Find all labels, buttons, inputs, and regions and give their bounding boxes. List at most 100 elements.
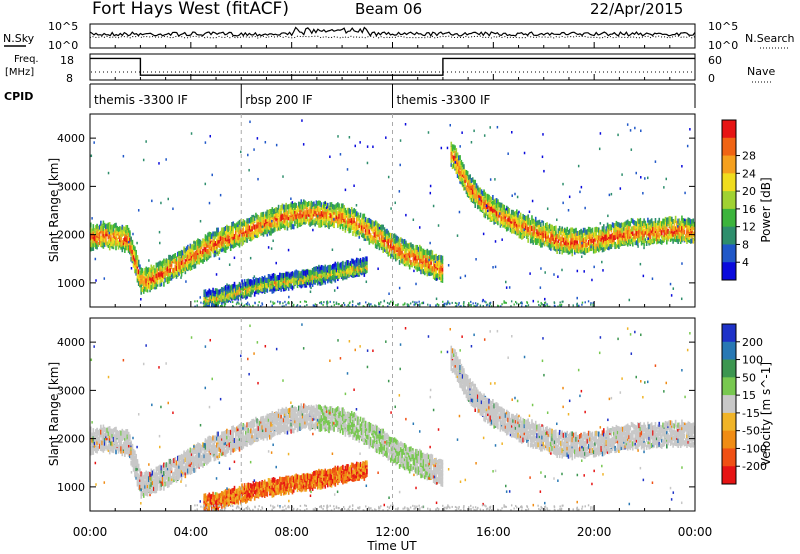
power-echo-cell [272,273,275,279]
power-echo-cell [659,239,662,245]
power-echo-cell [149,267,151,273]
power-echo-cell [246,237,248,243]
power-echo-cell [687,232,690,238]
power-echo-cell [337,265,339,271]
power-echo-cell [256,217,258,223]
power-echo-cell [124,247,126,253]
power-echo-cell [150,272,153,278]
power-echo-cell [581,230,584,236]
power-echo-cell [623,240,625,246]
power-echo-cell [674,237,677,243]
power-echo-cell [237,238,240,244]
power-echo-cell [301,212,304,218]
power-echo-cell [567,229,570,235]
power-echo-cell [424,253,426,259]
power-echo-cell [192,255,194,261]
power-echo-cell [187,253,189,259]
power-echo-cell [311,281,314,287]
power-echo-cell [258,216,261,222]
power-echo-cell [197,258,199,264]
power-echo-cell [597,242,600,248]
power-echo-cell [328,216,330,222]
power-echo-cell [358,231,361,237]
power-echo-cell [228,286,231,292]
power-echo-cell [268,209,271,215]
power-echo-cell [243,290,246,296]
power-echo-cell [141,268,144,274]
power-ground-cell [203,305,205,307]
power-echo-cell [658,224,661,230]
power-echo-cell [687,223,690,229]
power-echo-cell [310,220,313,226]
power-echo-cell [672,225,674,231]
power-echo-cell [286,204,289,210]
power-echo-cell [203,254,206,260]
power-echo-cell [461,180,464,186]
power-echo-cell [115,235,117,241]
power-echo-cell [493,219,495,225]
power-echo-cell [674,215,677,221]
power-echo-cell [219,243,222,249]
power-echo-cell [528,224,531,230]
power-echo-cell [541,242,543,248]
power-echo-cell [678,218,681,224]
power-echo-cell [426,262,429,268]
power-echo-cell [169,270,172,276]
power-echo-cell [339,219,342,225]
power-echo-cell [624,227,627,233]
power-echo-cell [234,291,237,297]
power-echo-cell [200,244,203,250]
power-noise-cell [567,208,570,212]
power-echo-cell [231,284,233,290]
power-echo-cell [596,241,599,247]
power-echo-cell [296,223,299,229]
power-echo-cell [421,263,424,269]
power-echo-cell [424,270,426,276]
power-echo-cell [348,228,350,234]
power-noise-cell [458,210,461,214]
power-echo-cell [295,218,298,224]
power-echo-cell [194,244,197,250]
power-echo-cell [103,229,106,235]
power-echo-cell [516,209,518,215]
power-echo-cell [183,262,185,268]
power-echo-cell [286,225,289,231]
power-echo-cell [416,244,419,250]
power-echo-cell [315,216,318,222]
power-echo-cell [490,197,493,203]
power-echo-cell [513,220,516,226]
power-echo-cell [261,220,264,226]
power-echo-cell [478,190,480,196]
power-echo-cell [427,261,430,267]
power-echo-cell [623,232,625,238]
power-echo-cell [628,230,630,236]
power-echo-cell [601,247,604,253]
power-echo-cell [342,217,344,223]
power-echo-cell [524,225,527,231]
power-echo-cell [543,225,546,231]
power-echo-cell [358,233,361,239]
power-echo-cell [229,237,232,243]
power-echo-cell [332,268,334,274]
power-echo-cell [480,200,483,206]
power-echo-cell [222,227,224,233]
power-echo-cell [473,187,475,193]
power-echo-cell [318,214,320,220]
power-echo-cell [382,247,385,253]
power-echo-cell [140,279,143,285]
power-echo-cell [666,230,668,236]
power-echo-cell [657,238,659,244]
power-echo-cell [450,161,453,167]
power-echo-cell [406,255,408,261]
power-echo-cell [184,269,187,275]
power-echo-cell [465,189,468,195]
power-echo-cell [339,211,342,217]
power-echo-cell [538,219,541,225]
power-noise-cell [449,123,452,127]
nave-tick-high: 60 [708,54,722,67]
power-echo-cell [489,217,492,223]
power-echo-cell [368,223,371,229]
power-ground-cell [261,303,264,306]
power-echo-cell [328,224,330,230]
power-echo-cell [514,214,517,220]
